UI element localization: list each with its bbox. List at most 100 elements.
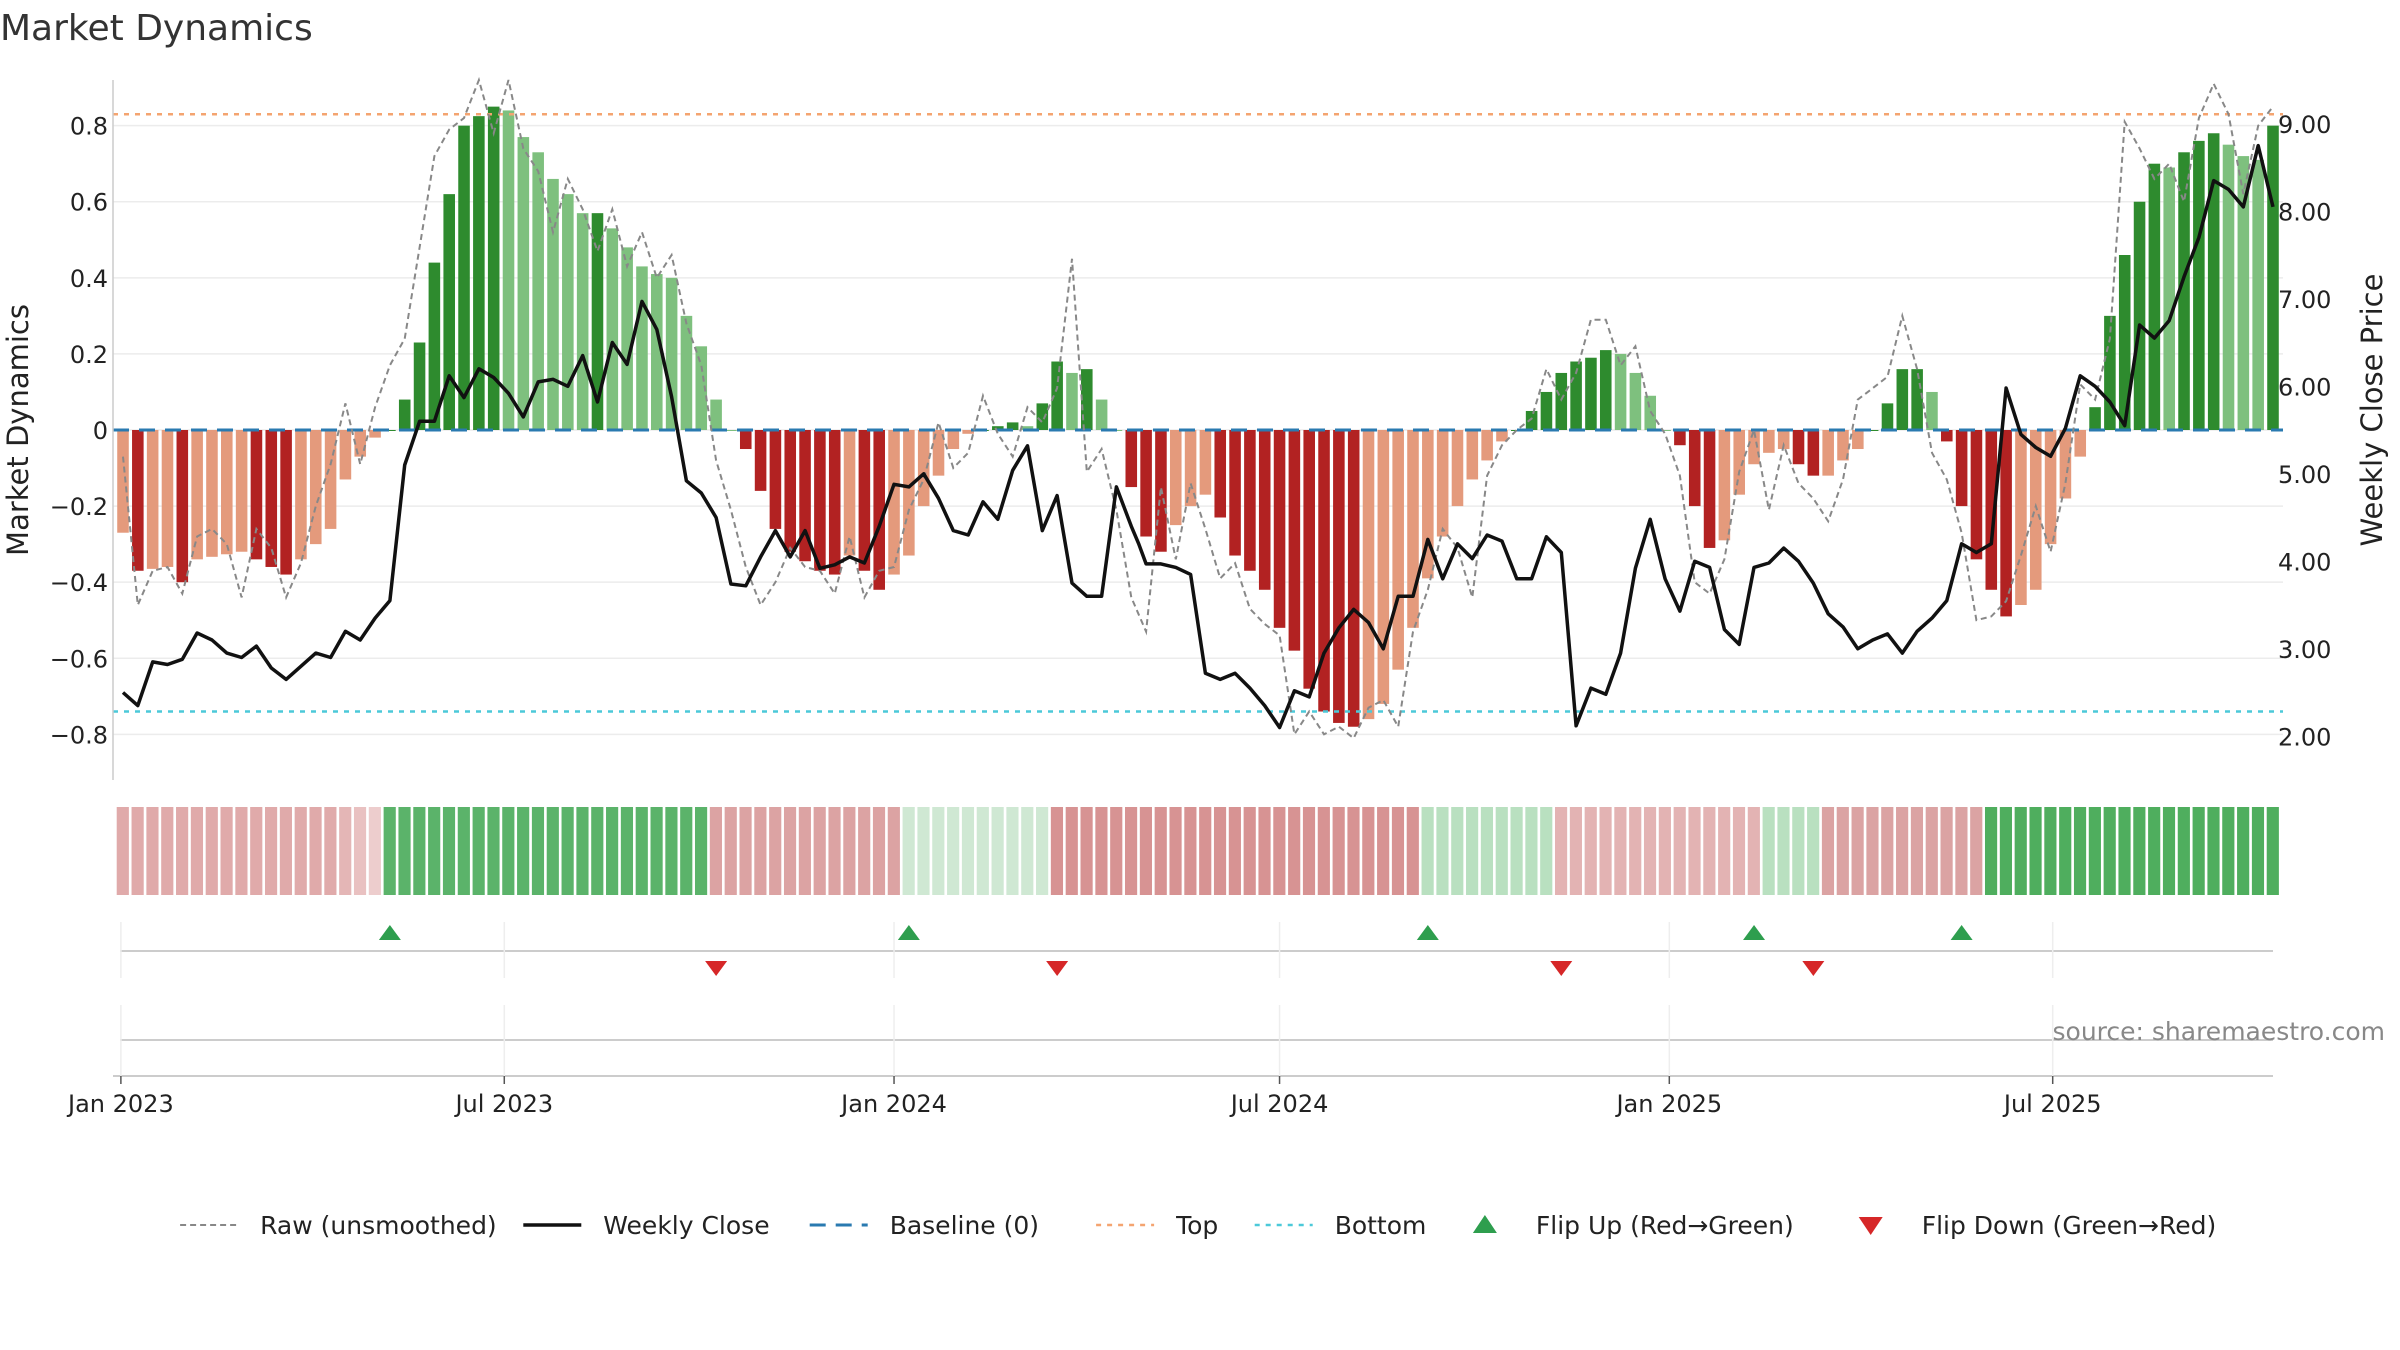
regime-strip-cell: [754, 807, 767, 895]
regime-color-strip: [116, 807, 2279, 895]
dynamics-bar: [962, 430, 974, 434]
regime-strip-cell: [1896, 807, 1909, 895]
regime-strip-cell: [1065, 807, 1078, 895]
dynamics-bar: [384, 430, 396, 431]
dynamics-bar: [1688, 430, 1701, 507]
dynamics-bar: [769, 430, 782, 529]
dynamics-bar: [1258, 430, 1271, 590]
x-tick-label: Jan 2025: [1614, 1090, 1722, 1118]
dynamics-bar: [428, 262, 441, 430]
legend-label: Weekly Close: [603, 1211, 769, 1240]
x-tick-label: Jan 2023: [66, 1090, 174, 1118]
dynamics-bar: [1051, 361, 1063, 430]
regime-strip-cell: [1584, 807, 1597, 895]
dynamics-bar: [1896, 369, 1909, 430]
regime-strip-cell: [769, 807, 782, 895]
regime-strip-cell: [1732, 807, 1746, 895]
dynamics-bar: [725, 430, 737, 431]
dynamics-bar: [1318, 430, 1330, 712]
dynamics-bar: [1273, 430, 1286, 628]
regime-strip-cell: [828, 807, 841, 895]
regime-strip-cell: [2073, 807, 2087, 895]
dynamics-bar: [606, 228, 619, 430]
dynamics-bar: [206, 430, 218, 557]
regime-strip-cell: [813, 807, 826, 895]
regime-strip-cell: [2192, 807, 2205, 895]
regime-strip-cell: [1406, 807, 1419, 895]
regime-strip-cell: [2266, 807, 2279, 895]
regime-strip-cell: [1436, 807, 1449, 895]
regime-strip-cell: [858, 807, 871, 895]
regime-strip-cell: [1599, 807, 1612, 895]
dynamics-bar: [1496, 430, 1508, 442]
regime-strip-cell: [635, 807, 648, 895]
dynamics-bar: [754, 430, 767, 491]
x-tick-label: Jul 2025: [2002, 1090, 2102, 1118]
dynamics-bar: [1451, 430, 1464, 507]
regime-strip-cell: [1925, 807, 1938, 895]
legend-item: Flip Down (Green→Red): [1858, 1211, 2216, 1240]
dynamics-bar: [1229, 430, 1241, 556]
regime-strip-cell: [1851, 807, 1864, 895]
dynamics-bar: [1036, 403, 1049, 430]
regime-strip-cell: [1525, 807, 1538, 895]
date-axis-panel: Jan 2023 Jul 2023 Jan 2024 Jul 2024 Jan 2025…: [66, 1005, 2273, 1118]
regime-strip-cell: [1021, 807, 1034, 895]
dynamics-bar: [843, 430, 856, 556]
dynamics-bar: [532, 152, 544, 431]
dynamics-bar: [1466, 430, 1479, 480]
dynamics-bar: [1288, 430, 1301, 651]
regime-strip-cell: [2014, 807, 2027, 895]
regime-strip-cell: [650, 807, 663, 895]
dynamics-bar: [517, 137, 530, 430]
dynamics-bar: [665, 277, 678, 430]
y2-tick-label: 8.00: [2278, 198, 2331, 226]
flip-up-marker: [1743, 925, 1766, 940]
dynamics-bar: [2237, 156, 2250, 430]
regime-strip-cell: [783, 807, 797, 895]
y-tick-label: −0.2: [50, 493, 108, 521]
dynamics-bar: [828, 430, 841, 575]
regime-strip-cell: [843, 807, 856, 895]
dynamics-bar: [888, 430, 900, 575]
regime-strip-cell: [991, 807, 1004, 895]
regime-strip-cell: [1080, 807, 1093, 895]
dynamics-bar: [339, 430, 352, 480]
dynamics-bar: [591, 213, 604, 430]
dynamics-bar: [1985, 430, 1998, 590]
y-axis-label: Market Dynamics: [1, 304, 35, 556]
y-tick-label: 0: [93, 417, 108, 445]
dynamics-bar: [651, 274, 663, 430]
dynamics-bar: [2104, 315, 2116, 430]
dynamics-bar: [992, 426, 1004, 430]
flip-up-marker: [897, 925, 920, 940]
regime-strip-cell: [694, 807, 708, 895]
y2-tick-label: 7.00: [2278, 286, 2331, 314]
dynamics-bar: [576, 213, 589, 430]
dynamics-bar: [2148, 163, 2161, 430]
dynamics-bar: [1570, 361, 1582, 430]
regime-strip-cell: [1302, 807, 1316, 895]
dynamics-bar: [1333, 430, 1345, 723]
regime-strip-cell: [576, 807, 589, 895]
dynamics-bar: [280, 430, 292, 575]
regime-strip-cell: [1866, 807, 1879, 895]
regime-strip-cell: [798, 807, 811, 895]
dynamics-bar: [1807, 430, 1820, 476]
regime-strip-cell: [339, 807, 352, 895]
regime-strip-cell: [1169, 807, 1182, 895]
dynamics-bar: [324, 430, 337, 529]
dynamics-bar: [680, 315, 693, 430]
regime-strip-cell: [1807, 807, 1820, 895]
regime-strip-cell: [1480, 807, 1494, 895]
dynamics-bar: [2029, 430, 2042, 590]
dynamics-bar: [295, 430, 307, 560]
dynamics-bar: [1837, 430, 1849, 461]
legend-label: Top: [1175, 1211, 1218, 1240]
x-tick-label: Jul 2023: [453, 1090, 553, 1118]
dynamics-bar: [146, 430, 159, 569]
dynamics-bar: [235, 430, 248, 552]
dynamics-bar: [1777, 430, 1790, 450]
regime-strip-cell: [1747, 807, 1760, 895]
